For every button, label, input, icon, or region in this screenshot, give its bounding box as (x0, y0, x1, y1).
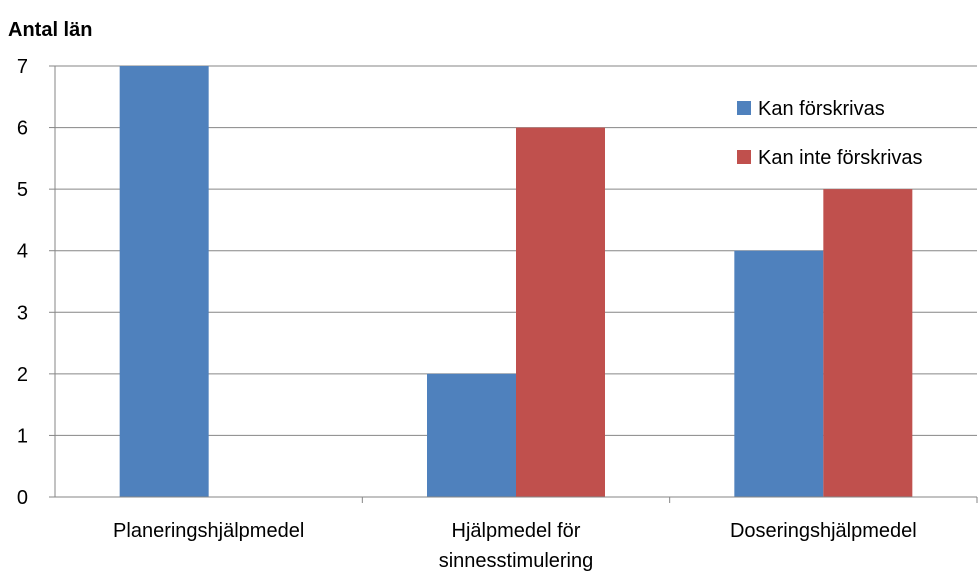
bar (516, 127, 605, 498)
x-category-label: sinnesstimulering (439, 550, 594, 572)
y-tick-label: 6 (17, 118, 28, 140)
legend-swatch (737, 101, 751, 115)
bar (734, 250, 824, 497)
legend-swatch (737, 150, 751, 164)
legend-label: Kan förskrivas (758, 98, 885, 120)
axes (49, 65, 978, 503)
y-tick-label: 4 (17, 241, 28, 263)
y-tick-label: 1 (17, 425, 28, 447)
bar (427, 373, 516, 497)
y-axis-title: Antal län (8, 19, 92, 41)
y-axis-ticks: 0 1 2 3 4 5 6 7 (17, 56, 28, 509)
x-category-label: Doseringshjälpmedel (730, 520, 917, 542)
y-tick-label: 7 (17, 56, 28, 78)
y-tick-label: 3 (17, 302, 28, 324)
legend: Kan förskrivas Kan inte förskrivas (737, 98, 923, 169)
y-tick-label: 0 (17, 487, 28, 509)
bar (823, 189, 913, 497)
bars (119, 66, 913, 498)
legend-label: Kan inte förskrivas (758, 147, 923, 169)
x-axis-categories: Planeringshjälpmedel Hjälpmedel för sinnes… (113, 520, 917, 572)
y-tick-label: 5 (17, 179, 28, 201)
bar (119, 66, 209, 497)
y-tick-label: 2 (17, 364, 28, 386)
x-category-label: Hjälpmedel för (452, 520, 581, 542)
x-category-label: Planeringshjälpmedel (113, 520, 304, 542)
